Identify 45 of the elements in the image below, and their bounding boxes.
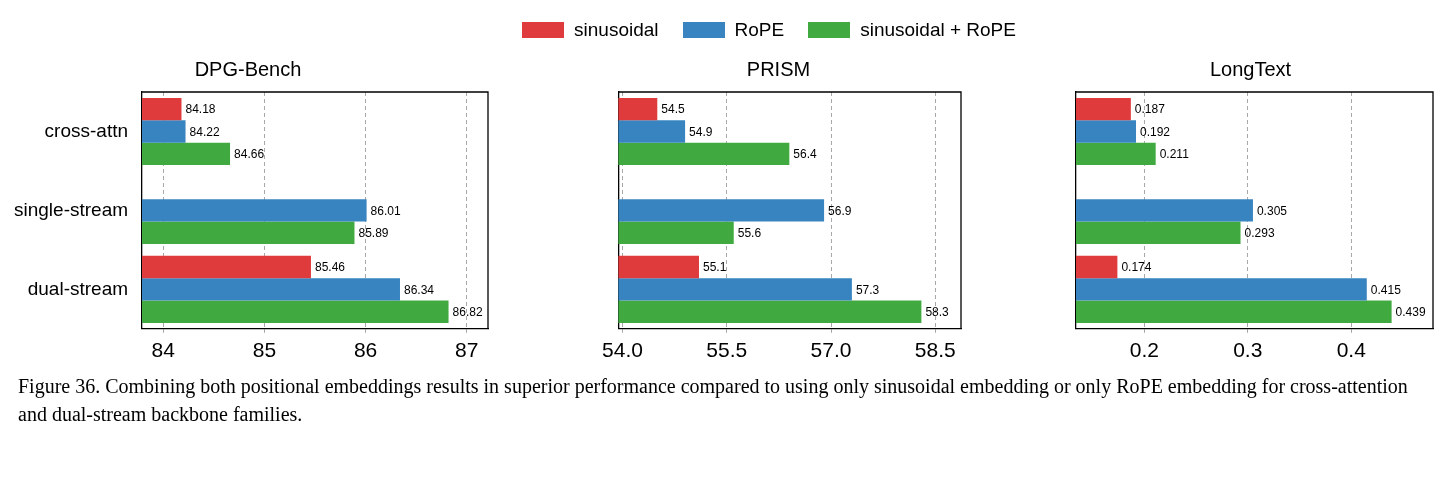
- chart-title: LongText: [1209, 57, 1292, 80]
- data-label: 0.439: [1395, 305, 1426, 320]
- x-tick-label: 85: [252, 338, 277, 362]
- data-label: 0.211: [1159, 147, 1190, 162]
- chart-title: DPG-Bench: [194, 57, 302, 80]
- data-label: 86.82: [452, 305, 483, 320]
- x-tick-label: 84: [151, 338, 176, 362]
- data-label: 58.3: [925, 305, 950, 320]
- legend-label: RoPE: [734, 19, 785, 41]
- x-tick-label: 86: [353, 338, 378, 362]
- data-label: 54.9: [689, 124, 713, 139]
- data-label: 85.46: [314, 260, 346, 275]
- data-label: 55.1: [702, 260, 727, 275]
- data-label: 84.22: [189, 124, 220, 139]
- data-label: 0.415: [1370, 282, 1402, 297]
- x-tick-label: 55.5: [706, 338, 748, 362]
- data-label: 0.174: [1121, 260, 1152, 275]
- data-label: 84.18: [185, 102, 216, 117]
- data-label: 84.66: [234, 147, 265, 162]
- data-label: 0.293: [1244, 226, 1275, 241]
- data-label: 56.9: [828, 203, 852, 218]
- y-tick-label: cross-attn: [44, 119, 129, 141]
- data-label: 0.305: [1256, 203, 1288, 218]
- x-tick-label: 57.0: [810, 338, 852, 362]
- x-tick-label: 54.0: [602, 338, 643, 362]
- data-label: 57.3: [855, 282, 880, 297]
- x-tick-label: 0.2: [1129, 338, 1159, 362]
- data-label: 56.4: [793, 147, 818, 162]
- chart-title: PRISM: [746, 57, 811, 80]
- x-tick-label: 0.4: [1336, 338, 1367, 362]
- y-tick-label: single-stream: [13, 198, 129, 220]
- data-label: 85.89: [358, 226, 389, 241]
- data-label: 0.192: [1140, 124, 1171, 139]
- data-label: 86.34: [403, 282, 435, 297]
- data-label: 86.01: [370, 203, 401, 218]
- y-tick-label: dual-stream: [27, 277, 129, 299]
- x-tick-label: 87: [455, 338, 479, 362]
- data-label: 0.187: [1134, 102, 1166, 117]
- legend-label: sinusoidal: [574, 19, 659, 41]
- x-tick-label: 58.5: [914, 338, 956, 362]
- data-label: 54.5: [661, 102, 685, 117]
- caption: Figure 36. Combining both positional embeddings results in superior performance compared to using only sinusoidal embedding or only RoPE embedding for cross-attention and dual-stream backbone families.: [18, 374, 1409, 427]
- x-tick-label: 0.3: [1233, 338, 1263, 362]
- legend-label: sinusoidal + RoPE: [860, 19, 1016, 41]
- data-label: 55.6: [737, 226, 762, 241]
